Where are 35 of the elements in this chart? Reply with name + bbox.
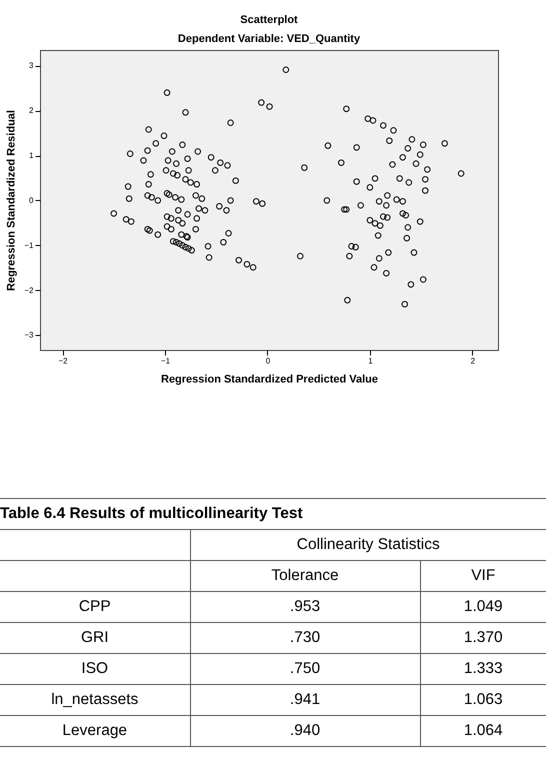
y-tick-label: 1 xyxy=(29,151,34,160)
x-tick-label: 2 xyxy=(470,356,476,366)
text: .750 xyxy=(190,654,420,684)
y-tick-label: −1 xyxy=(24,240,34,250)
x-tick-label: 0 xyxy=(266,356,271,366)
y-axis-title: Regression Standardized Residual xyxy=(5,110,18,291)
chart-subtitle: Dependent Variable: VED_Quantity xyxy=(178,33,361,45)
chart-title: Scatterplot xyxy=(240,14,298,26)
x-axis-title: Regression Standardized Predicted Value xyxy=(160,374,378,386)
text: 1.370 xyxy=(420,622,546,654)
text: ln_netassets xyxy=(0,684,190,716)
y-tick-label: −2 xyxy=(24,286,34,295)
x-tick-label: −2 xyxy=(58,356,68,366)
text: 1.064 xyxy=(420,716,546,746)
text: Leverage xyxy=(0,716,190,746)
text: .730 xyxy=(190,622,420,654)
text: 1.049 xyxy=(420,592,546,622)
text: ISO xyxy=(0,654,190,684)
text: GRI xyxy=(0,622,190,654)
y-tick-label: 2 xyxy=(29,106,34,116)
text: .940 xyxy=(190,716,420,746)
text: .941 xyxy=(190,684,420,716)
text: Table 6.4 Results of multicollinearity Test xyxy=(0,498,546,530)
y-tick-label: 0 xyxy=(29,196,34,205)
text: Collinearity Statistics xyxy=(190,530,546,560)
text: VIF xyxy=(420,560,546,592)
text: .953 xyxy=(190,592,420,622)
text: CPP xyxy=(0,592,190,622)
text: 1.063 xyxy=(420,684,546,716)
x-tick-label: −1 xyxy=(160,356,171,366)
y-tick-label: 3 xyxy=(29,61,34,70)
text: Tolerance xyxy=(190,560,420,592)
y-tick-label: −3 xyxy=(24,330,34,340)
text: 1.333 xyxy=(420,654,546,684)
x-tick-label: 1 xyxy=(368,356,374,366)
